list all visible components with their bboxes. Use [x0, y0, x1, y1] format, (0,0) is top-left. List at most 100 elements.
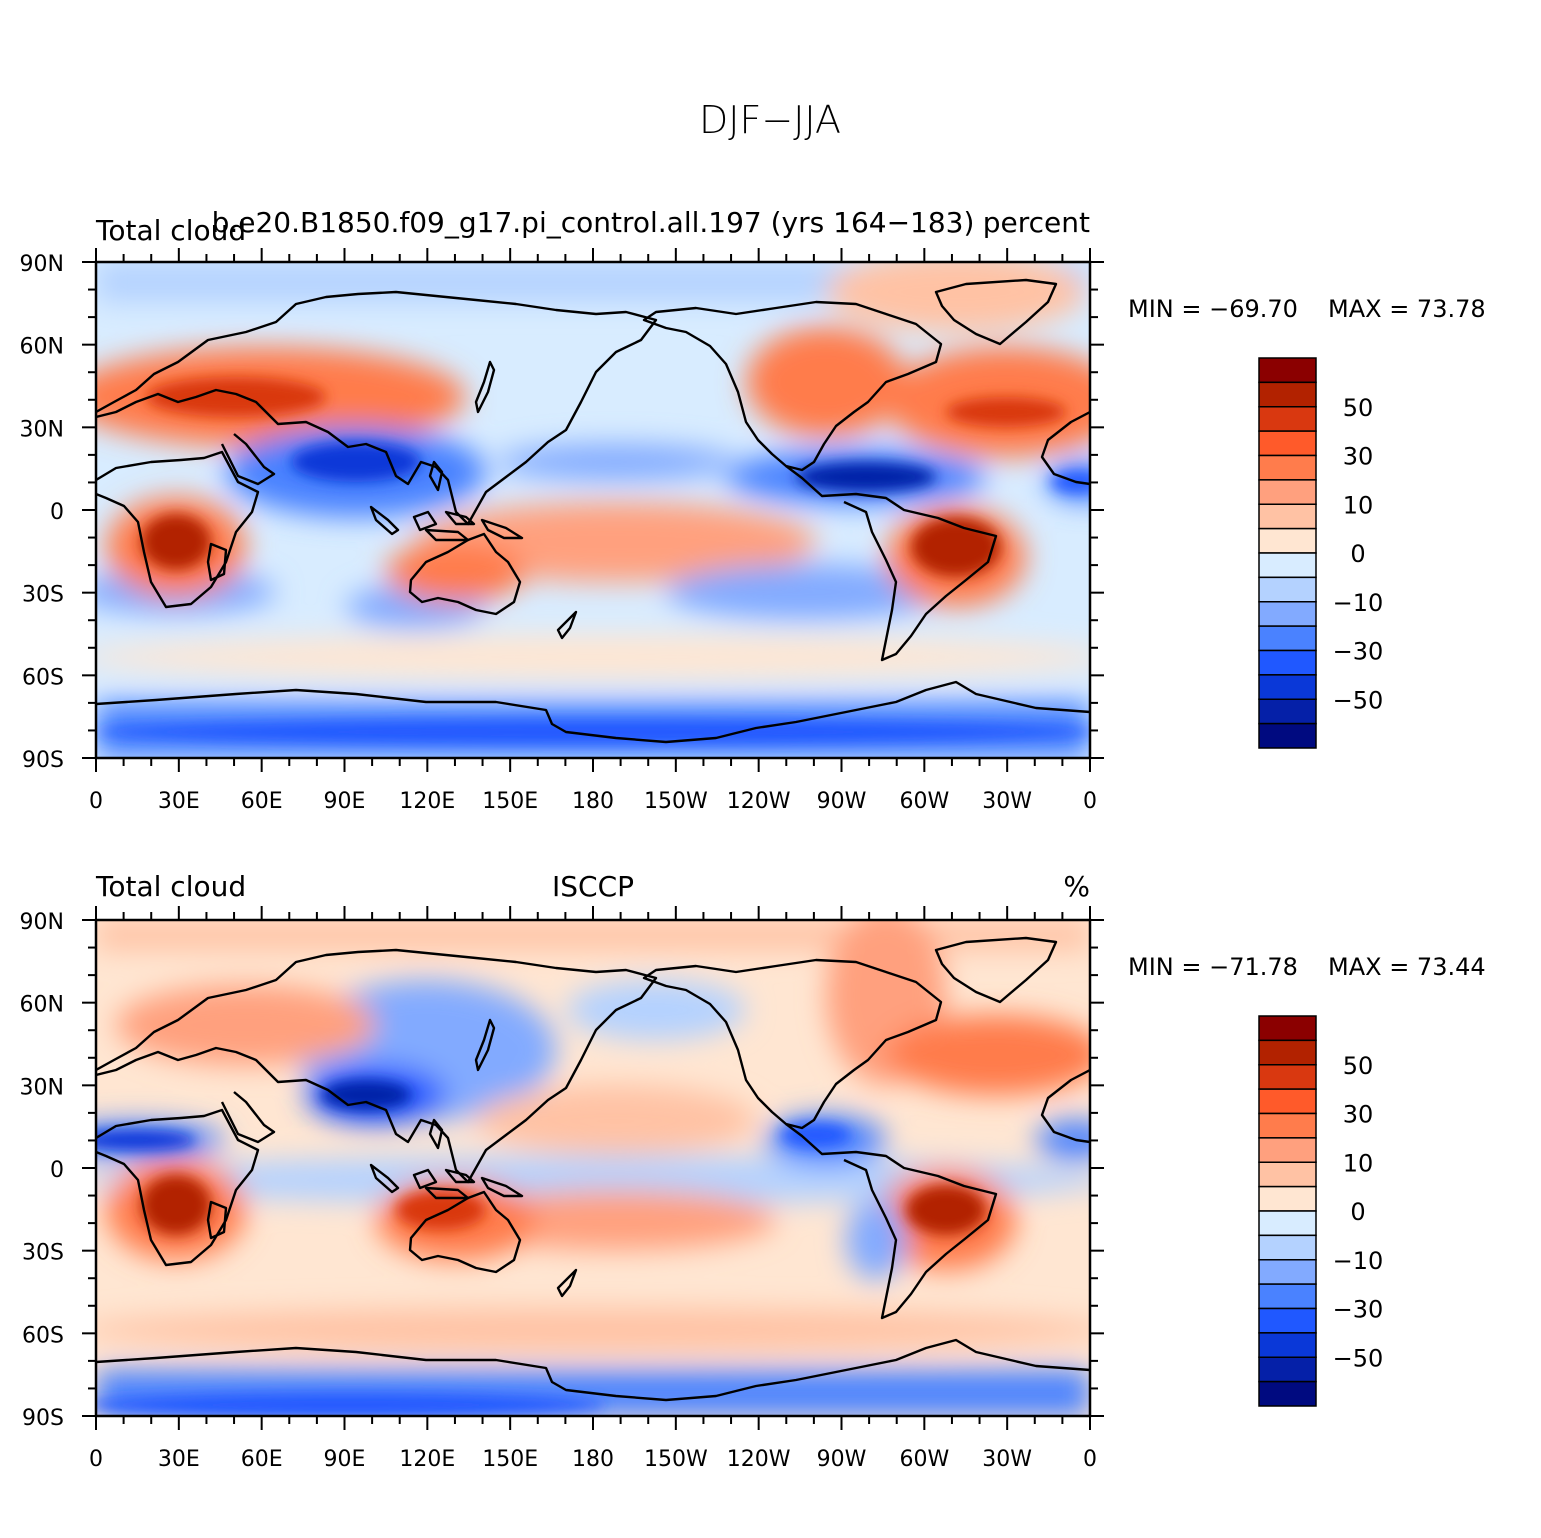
lat-label: 90S: [22, 748, 64, 773]
colorbar-box: [1258, 1112, 1317, 1139]
panel-2-lat-labels: 90N 60N 30N 0 30S 60S 90S: [20, 910, 64, 1431]
colorbar-box: [1258, 625, 1317, 652]
colorbar-box: [1258, 1039, 1317, 1066]
lat-label: 90N: [20, 252, 64, 277]
panel-2-center-label: ISCCP: [552, 870, 634, 903]
colorbar-label: 10: [1343, 491, 1374, 519]
lon-label: 30W: [982, 789, 1032, 814]
colorbar-box: [1258, 454, 1317, 481]
colorbar-box: [1258, 1283, 1317, 1310]
lat-label: 90S: [22, 1406, 64, 1431]
lon-label: 120E: [399, 1447, 455, 1472]
colorbar-box: [1258, 1210, 1317, 1237]
lat-label: 90N: [20, 910, 64, 935]
panel-1-lat-labels: 90N 60N 30N 0 30S 60S 90S: [20, 252, 64, 773]
map-panel-1: Total cloud b.e20.B1850.f09_g17.pi_contr…: [20, 206, 1486, 814]
lon-label: 120E: [399, 789, 455, 814]
panel-1-min-label: MIN = −69.70: [1128, 295, 1298, 323]
colorbar-box: [1258, 1015, 1317, 1042]
lat-label: 60N: [20, 993, 64, 1018]
lat-label: 0: [50, 1158, 64, 1183]
colorbar-box: [1258, 1356, 1317, 1383]
colorbar-box: [1258, 1234, 1317, 1261]
colorbar-label: 30: [1343, 1101, 1374, 1129]
colorbar-label: 30: [1343, 443, 1374, 471]
panel-2-left-label: Total cloud: [95, 870, 246, 903]
panel-2-lon-labels: 0 30E 60E 90E 120E 150E 180 150W 120W 90W 60W 30W 0: [89, 1447, 1097, 1472]
lon-label: 0: [89, 1447, 103, 1472]
lon-label: 60W: [899, 789, 949, 814]
colorbar-box: [1258, 1380, 1317, 1407]
lon-label: 90W: [817, 1447, 867, 1472]
colorbar-box: [1258, 649, 1317, 676]
lon-label: 60E: [241, 789, 283, 814]
map-panel-2-field: [96, 920, 1090, 1416]
colorbar-label: −50: [1333, 686, 1384, 714]
panel-2-ticks: [82, 906, 1104, 1430]
panel-1-colorbar: 50 30 10 0 −10 −30 −50: [1258, 357, 1384, 749]
panel-1-center-label: b.e20.B1850.f09_g17.pi_control.all.197 (…: [212, 206, 975, 239]
lon-label: 180: [572, 1447, 614, 1472]
colorbar-box: [1258, 674, 1317, 700]
lon-label: 180: [572, 789, 614, 814]
panel-1-right-label: percent: [983, 206, 1090, 239]
lat-label: 30S: [22, 1241, 64, 1266]
lat-label: 0: [50, 500, 64, 525]
lat-label: 60S: [22, 665, 64, 690]
colorbar-box: [1258, 503, 1317, 530]
panel-2-right-label: %: [1063, 870, 1090, 903]
colorbar-box: [1258, 1185, 1317, 1212]
lat-label: 30N: [20, 1075, 64, 1100]
colorbar-label: 0: [1350, 1198, 1365, 1226]
lon-label: 60E: [241, 1447, 283, 1472]
lon-label: 0: [1083, 1447, 1097, 1472]
colorbar-box: [1258, 722, 1317, 749]
lat-label: 30S: [22, 583, 64, 608]
colorbar-box: [1258, 1307, 1317, 1334]
lat-label: 60S: [22, 1323, 64, 1348]
lon-label: 0: [1083, 789, 1097, 814]
colorbar-box: [1258, 1259, 1317, 1285]
colorbar-box: [1258, 1064, 1317, 1090]
colorbar-box: [1258, 1332, 1317, 1358]
colorbar-label: −30: [1333, 1296, 1384, 1324]
lon-label: 150W: [644, 1447, 708, 1472]
lon-label: 90E: [324, 789, 366, 814]
colorbar-label: −30: [1333, 638, 1384, 666]
map-panel-2: Total cloud ISCCP %: [20, 870, 1486, 1472]
lon-label: 120W: [727, 789, 791, 814]
colorbar-box: [1258, 357, 1317, 384]
panel-1-left-label: Total cloud: [95, 214, 246, 247]
colorbar-box: [1258, 1137, 1317, 1163]
colorbar-box: [1258, 1161, 1317, 1188]
colorbar-box: [1258, 527, 1317, 554]
colorbar-box: [1258, 552, 1317, 579]
lon-label: 30E: [158, 1447, 200, 1472]
lon-label: 150E: [482, 789, 538, 814]
lon-label: 30E: [158, 789, 200, 814]
panel-1-max-label: MAX = 73.78: [1328, 295, 1486, 323]
colorbar-box: [1258, 406, 1317, 432]
colorbar-box: [1258, 430, 1317, 457]
panel-2-max-label: MAX = 73.44: [1328, 953, 1486, 981]
colorbar-label: 10: [1343, 1149, 1374, 1177]
lon-label: 150W: [644, 789, 708, 814]
colorbar-label: −10: [1333, 589, 1384, 617]
lon-label: 150E: [482, 1447, 538, 1472]
colorbar-box: [1258, 479, 1317, 505]
lon-label: 120W: [727, 1447, 791, 1472]
colorbar-box: [1258, 601, 1317, 627]
colorbar-box: [1258, 576, 1317, 603]
lat-label: 30N: [20, 417, 64, 442]
panel-2-colorbar: 50 30 10 0 −10 −30 −50: [1258, 1015, 1384, 1407]
panel-1-ticks: [82, 248, 1104, 772]
lon-label: 90E: [324, 1447, 366, 1472]
colorbar-label: 50: [1343, 1052, 1374, 1080]
panel-1-lon-labels: 0 30E 60E 90E 120E 150E 180 150W 120W 90W 60W 30W 0: [89, 789, 1097, 814]
colorbar-box: [1258, 698, 1317, 725]
colorbar-label: 0: [1350, 540, 1365, 568]
colorbar-label: 50: [1343, 394, 1374, 422]
colorbar-box: [1258, 1088, 1317, 1115]
colorbar-label: −10: [1333, 1247, 1384, 1275]
